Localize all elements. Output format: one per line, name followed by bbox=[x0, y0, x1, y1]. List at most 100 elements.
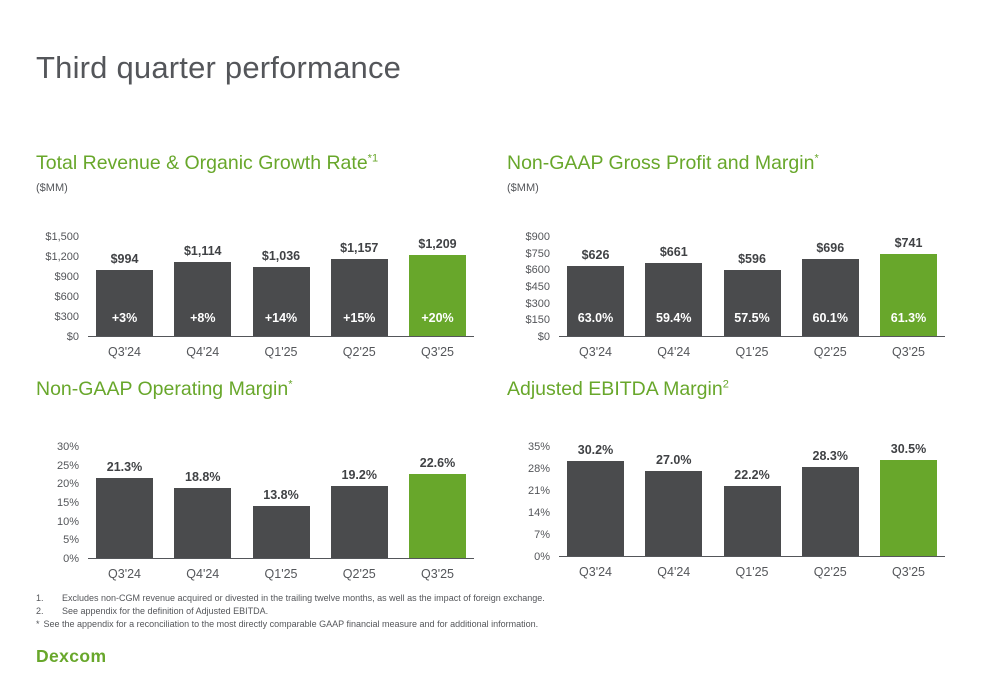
bar-value-label: $1,157 bbox=[340, 241, 379, 255]
bar-inside-label: 60.1% bbox=[812, 311, 848, 325]
y-tick-label: $1,200 bbox=[45, 251, 79, 263]
bar bbox=[252, 506, 310, 558]
y-tick-label: $600 bbox=[525, 264, 550, 277]
bar bbox=[96, 478, 153, 558]
bar-value-label: 22.2% bbox=[734, 468, 770, 482]
bar: 60.1% bbox=[801, 259, 859, 336]
y-tick-label: 30% bbox=[56, 441, 79, 453]
y-tick-label: $300 bbox=[54, 311, 79, 323]
footnote: 2. See appendix for the definition of Adj… bbox=[36, 606, 545, 616]
bar: +20% bbox=[409, 255, 466, 336]
y-tick-label: $150 bbox=[525, 314, 550, 327]
x-axis-label: Q3'24 bbox=[579, 345, 612, 359]
chart-operating-margin: Non-GAAP Operating Margin* 30% 25% 20% 15% 1… bbox=[36, 378, 474, 581]
bar-slot: $661 59.4% bbox=[645, 245, 703, 336]
plot-area: $994 +3% $1,114 +8% $1,036 +14% $1,157 +15% $1,2… bbox=[88, 237, 474, 337]
bar-value-label: $1,114 bbox=[183, 244, 222, 258]
bar-value-label: 30.5% bbox=[890, 442, 927, 456]
y-tick-label: $900 bbox=[54, 271, 79, 283]
page-title: Third quarter performance bbox=[36, 50, 402, 85]
chart-title: Non-GAAP Operating Margin* bbox=[36, 378, 474, 401]
bar bbox=[645, 471, 703, 556]
bar-slot: 27.0% bbox=[645, 453, 703, 556]
bar-slot: 30.5% bbox=[880, 442, 937, 556]
bar-value-label: $741 bbox=[894, 236, 923, 250]
bar-value-label: $661 bbox=[659, 245, 688, 259]
plot-area: 21.3% 18.8% 13.8% 19.2% 22.6% bbox=[88, 447, 474, 559]
x-axis: Q3'24 Q4'24 Q1'25 Q2'25 Q3'25 bbox=[559, 345, 945, 359]
chart-gross-profit: Non-GAAP Gross Profit and Margin* ($MM) … bbox=[507, 152, 945, 359]
bar-inside-label: +15% bbox=[343, 311, 376, 325]
bar bbox=[801, 467, 859, 556]
bar-slot: 21.3% bbox=[96, 460, 153, 558]
bar-slot: 28.3% bbox=[801, 449, 859, 556]
y-tick-label: $600 bbox=[54, 291, 79, 303]
chart-subtitle: ($MM) bbox=[36, 182, 68, 194]
bar-slot: 30.2% bbox=[567, 443, 624, 556]
footnote-marker: 1. bbox=[36, 593, 44, 603]
plot-wrap: 30.2% 27.0% 22.2% 28.3% 30.5% Q3'24 Q4'24 Q1'2… bbox=[559, 442, 945, 579]
y-tick-label: 7% bbox=[534, 529, 550, 541]
bar-slot: 18.8% bbox=[174, 470, 232, 558]
footnote: 1. Excludes non-CGM revenue acquired or d… bbox=[36, 593, 545, 603]
chart-body: $900 $750 $600 $450 $300 $150 $0 $626 63.0% $661… bbox=[507, 231, 945, 359]
chart-title-text: Adjusted EBITDA Margin bbox=[507, 378, 723, 400]
y-axis: 35% 28% 21% 14% 7% 0% bbox=[507, 441, 559, 563]
bar-value-label: $1,209 bbox=[418, 237, 457, 251]
bar bbox=[174, 488, 232, 558]
footnote: * See the appendix for a reconciliation t… bbox=[36, 619, 545, 629]
chart-body: 30% 25% 20% 15% 10% 5% 0% 21.3% 18.8% 13.8% 19.2%… bbox=[36, 441, 474, 581]
y-tick-label: $750 bbox=[525, 247, 550, 260]
plot-area: 30.2% 27.0% 22.2% 28.3% 30.5% bbox=[559, 442, 945, 557]
bar bbox=[330, 486, 388, 558]
bar-slot: 22.6% bbox=[409, 456, 466, 558]
footnote-marker: * bbox=[36, 619, 40, 629]
bar: +8% bbox=[174, 262, 232, 336]
y-tick-label: 28% bbox=[527, 463, 550, 475]
bar-inside-label: +20% bbox=[421, 311, 454, 325]
x-axis-label: Q4'24 bbox=[186, 345, 220, 359]
x-axis-label: Q1'25 bbox=[735, 565, 769, 579]
bar-slot: 19.2% bbox=[330, 468, 388, 558]
bar-slot: $626 63.0% bbox=[567, 248, 624, 336]
chart-title-superscript: *1 bbox=[367, 152, 379, 165]
bar-slot: $1,114 +8% bbox=[174, 244, 232, 336]
bar: 59.4% bbox=[645, 263, 703, 336]
footnotes: 1. Excludes non-CGM revenue acquired or d… bbox=[36, 593, 545, 632]
bar bbox=[409, 474, 466, 558]
y-tick-label: $0 bbox=[66, 331, 79, 343]
chart-body: $1,500 $1,200 $900 $600 $300 $0 $994 +3% $1,114… bbox=[36, 231, 474, 359]
bar-value-label: $596 bbox=[738, 252, 766, 266]
y-tick-label: 25% bbox=[56, 459, 79, 472]
bar-slot: $1,157 +15% bbox=[330, 241, 388, 336]
bar: +3% bbox=[96, 270, 153, 336]
chart-title-text: Total Revenue & Organic Growth Rate bbox=[36, 152, 368, 174]
bar-inside-label: +14% bbox=[264, 311, 298, 325]
x-axis: Q3'24 Q4'24 Q1'25 Q2'25 Q3'25 bbox=[88, 345, 474, 359]
x-axis-label: Q2'25 bbox=[342, 567, 376, 581]
bar-slot: $741 61.3% bbox=[880, 236, 937, 336]
chart-title-text: Non-GAAP Gross Profit and Margin bbox=[507, 152, 815, 174]
chart-subtitle: ($MM) bbox=[507, 182, 539, 194]
chart-body: 35% 28% 21% 14% 7% 0% 30.2% 27.0% 22.2% 28.3% 30.… bbox=[507, 441, 945, 579]
footnote-text: See appendix for the definition of Adjus… bbox=[62, 606, 269, 616]
y-tick-label: 21% bbox=[527, 485, 550, 497]
x-axis-label: Q3'24 bbox=[108, 567, 141, 581]
y-tick-label: 0% bbox=[534, 551, 550, 563]
chart-title-superscript: * bbox=[288, 378, 293, 391]
x-axis-label: Q4'24 bbox=[657, 565, 691, 579]
bar-slot: $1,209 +20% bbox=[409, 237, 466, 336]
bar-inside-label: +8% bbox=[190, 311, 216, 325]
x-axis-label: Q4'24 bbox=[186, 567, 220, 581]
bar-inside-label: 61.3% bbox=[890, 311, 927, 325]
bar-inside-label: +3% bbox=[111, 311, 138, 325]
bar-value-label: 19.2% bbox=[341, 468, 377, 482]
bar-value-label: 18.8% bbox=[185, 470, 221, 484]
y-tick-label: 35% bbox=[527, 441, 550, 453]
y-tick-label: 15% bbox=[56, 496, 79, 509]
plot-wrap: $994 +3% $1,114 +8% $1,036 +14% $1,157 +15% $1,2… bbox=[88, 237, 474, 359]
dexcom-logo: Dexcom bbox=[36, 646, 107, 666]
plot-wrap: 21.3% 18.8% 13.8% 19.2% 22.6% Q3'24 Q4'24 Q1'2… bbox=[88, 447, 474, 581]
x-axis-label: Q3'24 bbox=[108, 345, 141, 359]
y-tick-label: 0% bbox=[63, 552, 79, 565]
